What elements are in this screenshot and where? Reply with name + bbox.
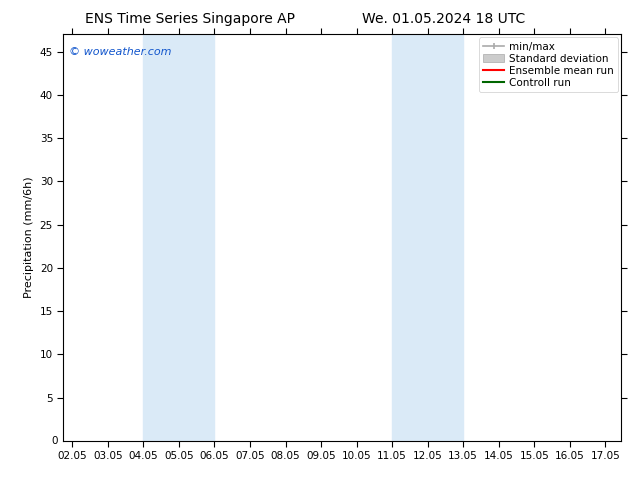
Text: 0: 0 <box>51 436 58 446</box>
Text: We. 01.05.2024 18 UTC: We. 01.05.2024 18 UTC <box>362 12 526 26</box>
Bar <box>143 34 214 441</box>
Text: © woweather.com: © woweather.com <box>69 47 171 56</box>
Y-axis label: Precipitation (mm/6h): Precipitation (mm/6h) <box>24 177 34 298</box>
Legend: min/max, Standard deviation, Ensemble mean run, Controll run: min/max, Standard deviation, Ensemble me… <box>479 37 618 92</box>
Text: ENS Time Series Singapore AP: ENS Time Series Singapore AP <box>85 12 295 26</box>
Bar <box>392 34 463 441</box>
